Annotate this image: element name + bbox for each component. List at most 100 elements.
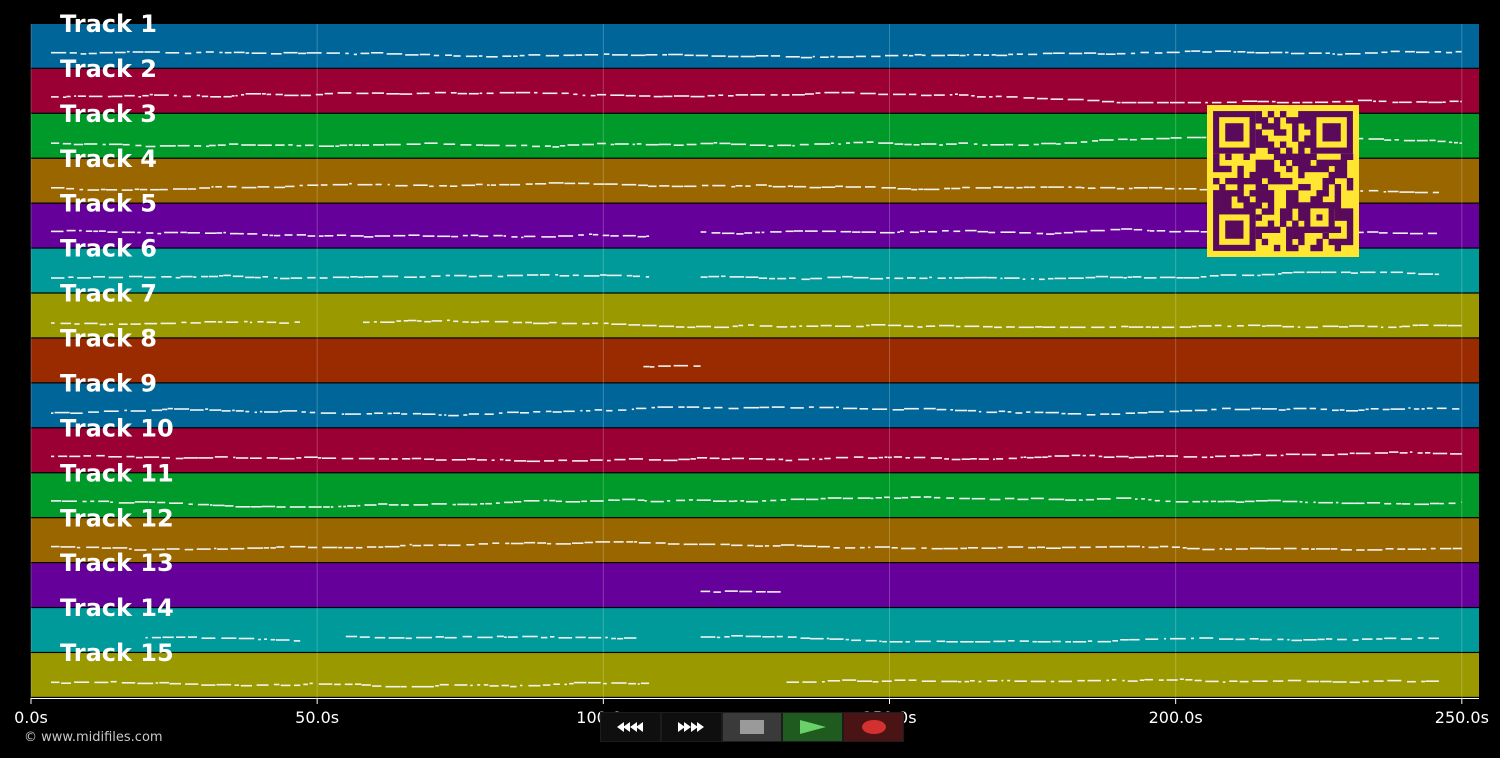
note	[527, 274, 539, 276]
note	[61, 682, 71, 684]
note	[793, 230, 803, 232]
note	[575, 54, 583, 56]
track-notes	[51, 50, 1462, 59]
note	[643, 365, 650, 368]
note	[1399, 326, 1402, 328]
note	[610, 235, 619, 237]
note	[835, 325, 851, 327]
note	[188, 503, 193, 505]
track-lane[interactable]	[31, 24, 1479, 68]
note	[901, 547, 916, 550]
note	[60, 322, 71, 325]
note	[1432, 452, 1448, 455]
note	[785, 56, 800, 58]
note	[1164, 637, 1166, 640]
note	[491, 459, 495, 461]
note	[122, 143, 130, 146]
note	[347, 505, 357, 507]
note	[1187, 101, 1201, 104]
axis-tick-label: 250.0s	[1434, 708, 1489, 727]
track-lane[interactable]	[31, 68, 1479, 113]
rewind-button[interactable]	[601, 713, 660, 741]
stop-button[interactable]	[722, 713, 782, 741]
note	[273, 234, 281, 237]
note	[1112, 640, 1118, 642]
track-lane[interactable]	[31, 518, 1479, 562]
note	[728, 95, 734, 97]
track-lane[interactable]	[31, 293, 1479, 338]
track-lane[interactable]	[31, 473, 1479, 518]
note	[696, 325, 711, 328]
note	[820, 56, 829, 58]
note	[308, 546, 318, 549]
note	[99, 323, 107, 326]
note	[721, 275, 726, 278]
note	[1139, 679, 1144, 681]
note	[208, 275, 218, 278]
note	[486, 92, 494, 95]
note	[356, 92, 369, 95]
note	[923, 407, 936, 410]
note	[776, 635, 783, 638]
note	[463, 414, 468, 416]
track-lane[interactable]	[31, 608, 1479, 652]
track-lane-background	[31, 293, 1479, 338]
track-lane[interactable]	[31, 338, 1479, 383]
note	[703, 407, 711, 409]
note	[802, 681, 817, 683]
note	[1147, 229, 1150, 232]
note	[578, 234, 584, 236]
note	[841, 91, 855, 94]
note	[288, 144, 293, 146]
note	[1201, 456, 1208, 459]
note	[1211, 408, 1217, 411]
track-lane[interactable]	[31, 563, 1479, 607]
track-lane[interactable]	[31, 653, 1479, 697]
track-lane[interactable]	[31, 383, 1479, 428]
note	[233, 456, 236, 459]
note	[438, 414, 442, 416]
record-button[interactable]	[844, 713, 903, 741]
note	[374, 235, 391, 237]
note	[144, 456, 160, 458]
note	[347, 276, 350, 279]
note	[183, 457, 199, 459]
track-label: Track 12	[60, 504, 174, 532]
fast-forward-button[interactable]	[661, 713, 721, 741]
play-button[interactable]	[783, 713, 843, 741]
note	[306, 52, 322, 54]
note	[822, 681, 825, 683]
note	[1008, 457, 1017, 460]
note	[360, 52, 370, 55]
note	[990, 144, 1005, 146]
track-notes	[51, 678, 1439, 688]
note	[1048, 277, 1054, 280]
note	[1006, 326, 1015, 328]
track-lane[interactable]	[31, 428, 1479, 473]
note	[780, 544, 795, 546]
note	[521, 144, 528, 147]
note	[401, 413, 408, 415]
note	[412, 544, 422, 547]
note	[1384, 502, 1392, 505]
note	[303, 683, 308, 686]
note	[1219, 548, 1223, 550]
note	[1098, 455, 1103, 458]
note	[747, 544, 754, 547]
note	[946, 497, 954, 499]
note	[1095, 546, 1107, 548]
note	[1339, 326, 1349, 328]
note	[561, 92, 569, 95]
note	[159, 188, 168, 191]
note	[238, 637, 255, 640]
note	[931, 54, 945, 57]
note	[1320, 680, 1332, 683]
note	[1267, 499, 1281, 502]
note	[564, 182, 576, 185]
note	[232, 275, 244, 278]
note	[264, 638, 267, 640]
note	[372, 685, 382, 687]
note	[1400, 638, 1412, 640]
note	[1095, 275, 1109, 278]
note	[758, 277, 768, 279]
